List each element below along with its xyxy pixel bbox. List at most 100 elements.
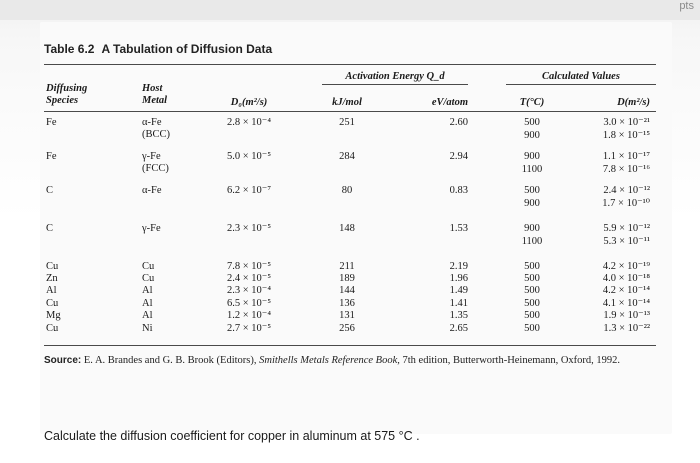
cell-host-metal: (FCC) [142,163,169,174]
header-host-metal-2: Metal [142,95,168,106]
header-diffusing-species-2: Species [46,95,79,106]
cell-d0: 7.8 × 10⁻⁵ [227,261,271,272]
cell-temperature: 900 [524,130,540,141]
calculated-values-rule [506,84,656,85]
table-top-rule [44,64,656,65]
cell-diffusion-coefficient: 5.3 × 10⁻¹¹ [603,236,650,247]
cell-host-metal: (BCC) [142,129,171,140]
cell-temperature: 500 [524,273,540,284]
cell-ev-atom: 1.41 [449,298,468,309]
cell-host-metal: Ni [142,323,153,334]
cell-temperature: 500 [524,310,540,321]
cell-temperature: 500 [524,185,540,196]
cell-temperature: 900 [524,151,540,162]
cell-host-metal: Al [142,285,153,296]
cell-species: Al [46,285,57,296]
cell-species: C [46,223,54,234]
cell-diffusion-coefficient: 1.7 × 10⁻¹⁰ [602,198,650,209]
cell-diffusion-coefficient: 3.0 × 10⁻²¹ [603,117,650,128]
cell-kj-mol: 144 [339,285,355,296]
cell-diffusion-coefficient: 4.0 × 10⁻¹⁸ [602,273,650,284]
header-d0: D₀(m²/s) [230,97,268,108]
cell-temperature: 500 [524,298,540,309]
cell-ev-atom: 1.49 [449,285,468,296]
cell-ev-atom: 2.65 [449,323,468,334]
corner-text: pts [679,0,694,12]
cell-diffusion-coefficient: 7.8 × 10⁻¹⁶ [602,164,650,175]
cell-species: Fe [46,151,57,162]
cell-species: Cu [46,323,59,334]
document-area [40,22,672,434]
cell-ev-atom: 2.60 [449,117,468,128]
cell-ev-atom: 1.53 [449,223,468,234]
header-d: D(m²/s) [617,97,650,108]
header-activation-energy: Activation Energy Q_d [345,71,445,82]
cell-d0: 2.4 × 10⁻⁵ [227,273,271,284]
header-bottom-rule [44,111,656,112]
activation-energy-rule [322,84,468,85]
cell-ev-atom: 2.94 [449,151,468,162]
source-label: Source: [44,355,82,366]
cell-d0: 2.7 × 10⁻⁵ [227,323,271,334]
cell-host-metal: α-Fe [142,117,162,128]
source-text-before: E. A. Brandes and G. B. Brook (Editors), [81,355,260,366]
cell-kj-mol: 284 [339,151,355,162]
cell-kj-mol: 148 [339,223,355,234]
top-strip [0,0,700,20]
cell-kj-mol: 256 [339,323,355,334]
cell-diffusion-coefficient: 1.3 × 10⁻²² [603,323,650,334]
cell-d0: 2.3 × 10⁻⁴ [227,285,271,296]
cell-d0: 2.3 × 10⁻⁵ [227,223,271,234]
cell-temperature: 500 [524,261,540,272]
cell-temperature: 1100 [521,236,543,247]
cell-d0: 5.0 × 10⁻⁵ [227,151,271,162]
cell-diffusion-coefficient: 2.4 × 10⁻¹² [603,185,650,196]
table-source: Source: E. A. Brandes and G. B. Brook (E… [44,354,644,367]
cell-ev-atom: 1.96 [449,273,468,284]
cell-diffusion-coefficient: 4.2 × 10⁻¹⁴ [602,285,650,296]
cell-diffusion-coefficient: 1.9 × 10⁻¹³ [603,310,650,321]
cell-kj-mol: 131 [339,310,355,321]
cell-species: Mg [46,310,61,321]
cell-ev-atom: 1.35 [449,310,468,321]
table-bottom-rule [44,345,656,346]
cell-temperature: 500 [524,117,540,128]
table-number: Table 6.2 [44,42,95,56]
cell-ev-atom: 2.19 [449,261,468,272]
cell-host-metal: Cu [142,273,155,284]
cell-kj-mol: 80 [341,185,353,196]
cell-temperature: 900 [524,198,540,209]
cell-host-metal: γ-Fe [142,223,161,234]
cell-d0: 6.2 × 10⁻⁷ [227,185,271,196]
header-diffusing-species-1: Diffusing [46,83,88,94]
cell-diffusion-coefficient: 1.1 × 10⁻¹⁷ [602,151,650,162]
cell-d0: 1.2 × 10⁻⁴ [227,310,271,321]
cell-species: Cu [46,298,59,309]
cell-diffusion-coefficient: 5.9 × 10⁻¹² [603,223,650,234]
cell-diffusion-coefficient: 4.1 × 10⁻¹⁴ [602,298,650,309]
cell-temperature: 1100 [521,164,543,175]
cell-temperature: 900 [524,223,540,234]
cell-temperature: 500 [524,323,540,334]
cell-species: Fe [46,117,57,128]
header-t-c: T(°C) [519,97,545,108]
cell-temperature: 500 [524,285,540,296]
table-title-text: A Tabulation of Diffusion Data [101,42,273,56]
cell-species: Zn [46,273,58,284]
cell-species: C [46,185,54,196]
cell-d0: 6.5 × 10⁻⁵ [227,298,271,309]
source-text-after: 7th edition, Butterworth-Heinemann, Oxfo… [399,355,621,366]
cell-kj-mol: 211 [339,261,355,272]
cell-diffusion-coefficient: 4.2 × 10⁻¹⁹ [602,261,650,272]
question-text: Calculate the diffusion coefficient for … [44,429,420,443]
header-calculated-values: Calculated Values [542,71,620,82]
cell-host-metal: γ-Fe [142,151,161,162]
header-ev-atom: eV/atom [431,97,468,108]
cell-diffusion-coefficient: 1.8 × 10⁻¹⁵ [602,130,650,141]
cell-species: Cu [46,261,59,272]
source-book-title: Smithells Metals Reference Book, [259,355,400,366]
header-host-metal-1: Host [142,83,163,94]
cell-ev-atom: 0.83 [449,185,468,196]
cell-host-metal: Cu [142,261,155,272]
cell-kj-mol: 189 [339,273,355,284]
